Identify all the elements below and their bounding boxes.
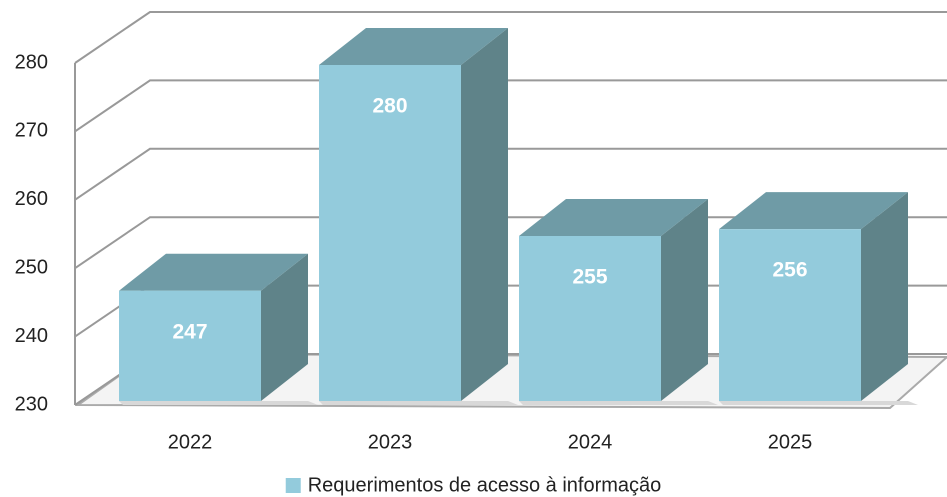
value-label: 255 (572, 266, 607, 289)
legend-label: Requerimentos de acesso à informação (308, 474, 662, 496)
x-tick-label: 2025 (768, 431, 813, 453)
bar-top (719, 192, 908, 230)
bar (319, 65, 461, 401)
bar-shadow (319, 401, 518, 405)
bar-side (461, 28, 508, 401)
bar (719, 229, 861, 401)
y-tick-label: 270 (15, 120, 48, 142)
grid-line (74, 11, 947, 64)
grid-line (74, 79, 947, 133)
bar-side (261, 253, 308, 401)
value-label: 280 (372, 95, 407, 118)
bar-side (661, 199, 708, 401)
x-tick-label: 2022 (168, 431, 213, 453)
x-tick-label: 2023 (368, 431, 413, 453)
value-label: 256 (772, 259, 807, 282)
x-tick-label: 2024 (568, 431, 613, 453)
y-tick-label: 280 (15, 51, 48, 73)
bar-shadow (119, 401, 318, 405)
bar-top (519, 199, 708, 236)
y-tick-label: 230 (15, 393, 48, 415)
bar-top (119, 253, 308, 291)
bar-shadow (719, 401, 918, 405)
grid-line (74, 147, 947, 201)
bar (119, 290, 261, 401)
bar (519, 236, 661, 401)
y-tick-label: 240 (15, 325, 48, 347)
value-label: 247 (172, 320, 207, 343)
bar-shadow (519, 401, 718, 405)
bar-top (319, 28, 508, 65)
bar-side (861, 192, 908, 401)
legend-swatch (285, 478, 301, 493)
y-tick-label: 250 (15, 256, 48, 278)
y-tick-label: 260 (15, 188, 48, 210)
